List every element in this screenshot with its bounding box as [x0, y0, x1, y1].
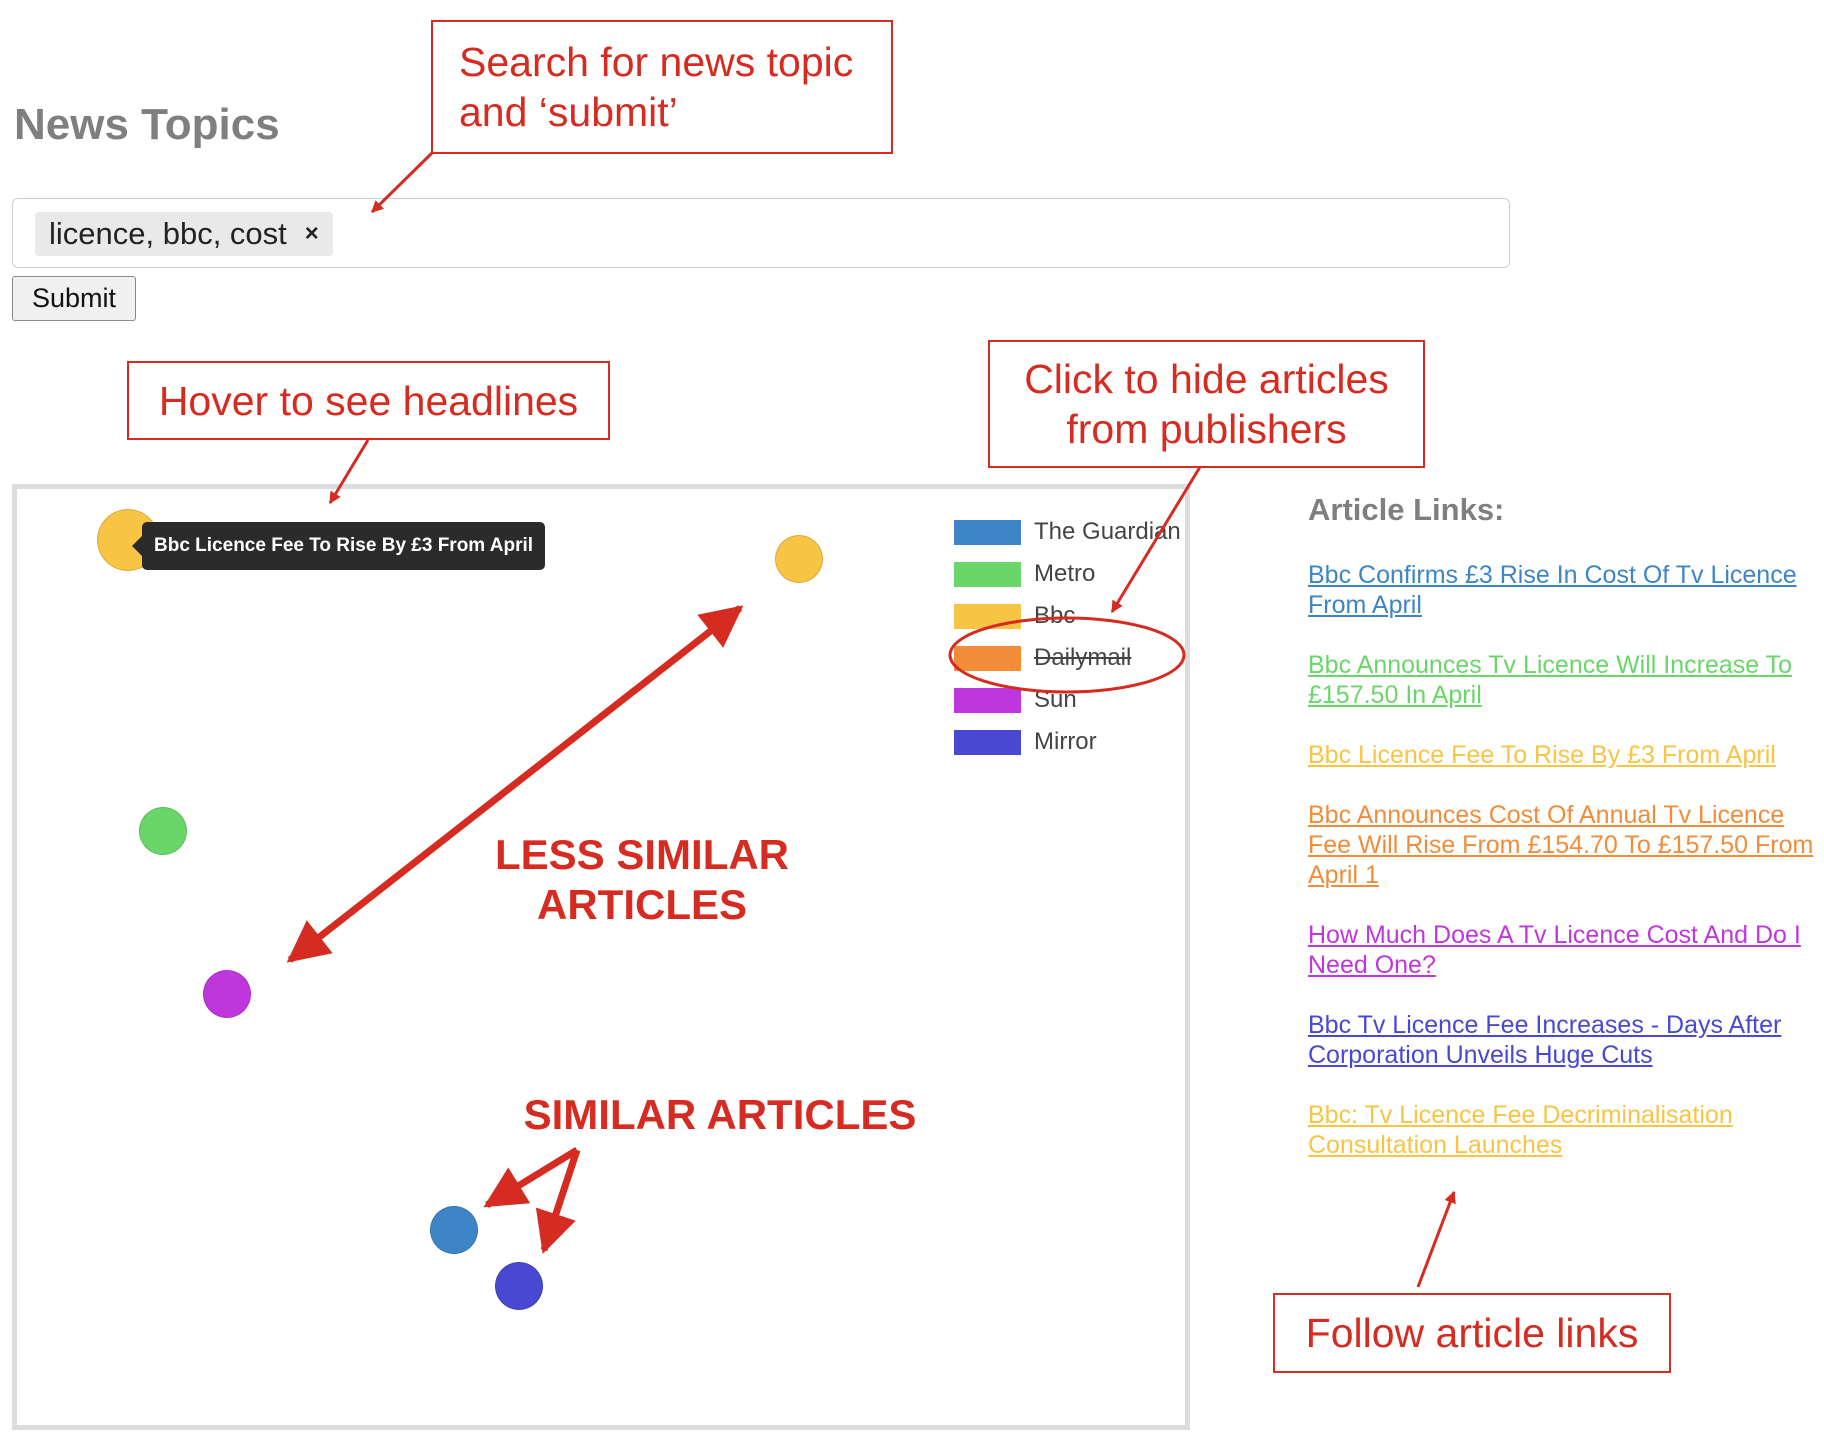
- search-callout: Search for news topic and ‘submit’: [431, 20, 893, 154]
- article-point-metro[interactable]: [139, 807, 187, 855]
- legend-label: Metro: [1034, 560, 1096, 587]
- topic-tag-label: licence, bbc, cost: [49, 216, 287, 251]
- article-similarity-chart: The Guardian Metro Bbc Dailymail Sun Mir…: [12, 484, 1190, 1430]
- topic-tag: licence, bbc, cost ×: [35, 212, 333, 256]
- legend-swatch: [954, 729, 1021, 755]
- article-point-guardian[interactable]: [430, 1206, 478, 1254]
- follow-callout: Follow article links: [1273, 1293, 1671, 1373]
- submit-button[interactable]: Submit: [12, 276, 136, 321]
- topic-search-input[interactable]: licence, bbc, cost ×: [12, 198, 1510, 268]
- article-link-bbc-2[interactable]: Bbc: Tv Licence Fee Decriminalisation Co…: [1308, 1101, 1733, 1159]
- remove-tag-icon[interactable]: ×: [304, 220, 319, 247]
- legend-item-mirror[interactable]: Mirror: [954, 727, 1097, 757]
- article-link-dailymail[interactable]: Bbc Announces Cost Of Annual Tv Licence …: [1308, 801, 1814, 889]
- article-link-metro[interactable]: Bbc Announces Tv Licence Will Increase T…: [1308, 651, 1793, 709]
- less-similar-label: LESS SIMILAR ARTICLES: [494, 831, 790, 928]
- tooltip-arrow: [132, 536, 142, 556]
- similar-label: SIMILAR ARTICLES: [523, 1091, 917, 1138]
- article-links-heading: Article Links:: [1308, 492, 1505, 527]
- hide-callout: Click to hide articles from publishers: [988, 340, 1425, 468]
- legend-item-the-guardian[interactable]: The Guardian: [954, 517, 1181, 547]
- article-link-mirror[interactable]: Bbc Tv Licence Fee Increases - Days Afte…: [1308, 1011, 1782, 1069]
- legend-swatch: [954, 603, 1021, 629]
- legend-item-sun[interactable]: Sun: [954, 685, 1077, 715]
- article-point-sun[interactable]: [203, 970, 251, 1018]
- article-point-mirror[interactable]: [495, 1262, 543, 1310]
- legend-item-bbc[interactable]: Bbc: [954, 601, 1075, 631]
- article-point-bbc[interactable]: [775, 535, 823, 583]
- legend-swatch: [954, 561, 1021, 587]
- headline-tooltip: Bbc Licence Fee To Rise By £3 From April: [142, 522, 546, 570]
- page-title: News Topics: [14, 100, 280, 149]
- legend-swatch: [954, 687, 1021, 713]
- legend-label: The Guardian: [1034, 518, 1181, 545]
- hover-callout: Hover to see headlines: [127, 361, 610, 440]
- legend-item-dailymail[interactable]: Dailymail: [954, 643, 1131, 673]
- legend-label: Bbc: [1034, 602, 1076, 629]
- legend-label: Sun: [1034, 686, 1077, 713]
- article-link-guardian[interactable]: Bbc Confirms £3 Rise In Cost Of Tv Licen…: [1308, 561, 1797, 619]
- article-link-bbc[interactable]: Bbc Licence Fee To Rise By £3 From April: [1308, 741, 1776, 769]
- legend-swatch: [954, 519, 1021, 545]
- legend-swatch: [954, 645, 1021, 671]
- article-link-sun[interactable]: How Much Does A Tv Licence Cost And Do I…: [1308, 921, 1801, 979]
- follow-arrow: [1416, 1190, 1456, 1288]
- legend-label: Dailymail: [1034, 644, 1132, 671]
- legend-item-metro[interactable]: Metro: [954, 559, 1095, 589]
- legend-label: Mirror: [1034, 728, 1097, 755]
